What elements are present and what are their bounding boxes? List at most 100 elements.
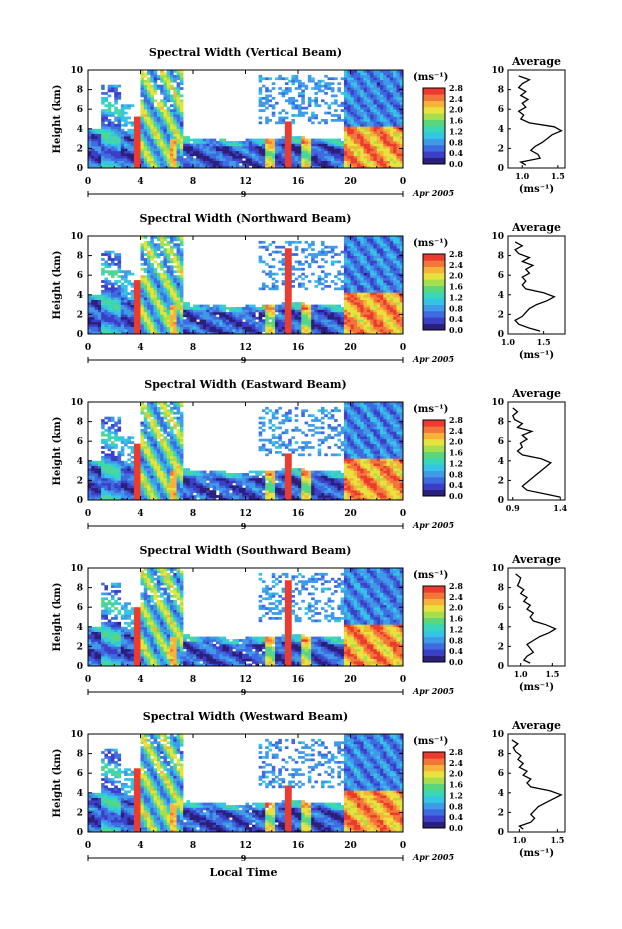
heatmap-cell: [383, 82, 387, 85]
heatmap-cell: [206, 314, 210, 318]
heatmap-cell: [366, 297, 371, 300]
heatmap-cell: [386, 160, 391, 164]
heatmap-cell: [170, 133, 174, 137]
heatmap-cell: [222, 329, 227, 332]
heatmap-cell: [120, 302, 125, 305]
heatmap-cell: [330, 82, 335, 85]
heatmap-cell: [163, 131, 168, 134]
heatmap-cell: [350, 72, 355, 76]
heatmap-cell: [88, 485, 92, 489]
heatmap-cell: [212, 326, 217, 330]
heatmap-cell: [143, 275, 148, 278]
heatmap-cell: [173, 94, 177, 98]
heatmap-cell: [101, 87, 105, 90]
heatmap-cell: [156, 114, 161, 117]
heatmap-cell: [114, 155, 118, 159]
heatmap-cell: [386, 158, 391, 161]
heatmap-cell: [219, 143, 223, 147]
heatmap-cell: [393, 258, 397, 261]
heatmap-cell: [304, 321, 309, 325]
heatmap-cell: [193, 165, 197, 169]
heatmap-cell: [166, 299, 171, 303]
heatmap-cell: [173, 99, 177, 103]
heatmap-cell: [179, 128, 184, 132]
heatmap-cell: [330, 145, 335, 149]
heatmap-cell: [298, 319, 302, 323]
heatmap-cell: [357, 309, 361, 313]
heatmap-cell: [255, 153, 259, 157]
heatmap-cell: [353, 258, 358, 261]
heatmap-cell: [179, 72, 184, 76]
heatmap-cell: [193, 316, 197, 320]
heatmap-cell: [173, 128, 177, 132]
heatmap-cell: [173, 289, 177, 293]
heatmap-cell: [107, 253, 112, 256]
heatmap-cell: [366, 299, 371, 303]
heatmap-cell: [363, 111, 368, 115]
heatmap-cell: [206, 319, 210, 323]
heatmap-cell: [163, 119, 168, 122]
heatmap-cell: [396, 309, 401, 313]
heatmap-cell: [173, 304, 177, 308]
colorbar-tick-label: 1.2: [449, 292, 463, 302]
heatmap-cell: [252, 311, 256, 315]
heatmap-cell: [166, 255, 171, 259]
heatmap-cell: [353, 248, 358, 251]
heatmap-cell: [179, 79, 184, 83]
heatmap-cell: [252, 326, 256, 330]
heatmap-cell: [396, 150, 401, 154]
heatmap-cell: [225, 155, 230, 159]
heatmap-cell: [360, 141, 364, 144]
heatmap-cell: [347, 77, 351, 81]
heatmap-cell: [104, 280, 108, 283]
heatmap-cell: [370, 238, 374, 242]
heatmap-cell: [383, 245, 387, 249]
heatmap-cell: [380, 299, 384, 303]
heatmap-cell: [199, 148, 204, 152]
heatmap-cell: [124, 319, 128, 323]
heatmap-cell: [160, 145, 164, 149]
heatmap-cell: [380, 292, 384, 296]
heatmap-cell: [343, 267, 348, 271]
profile-x-tick-label: 1.5: [551, 171, 565, 181]
x-tick-label: 0: [85, 177, 91, 187]
heatmap-cell: [160, 238, 164, 242]
heatmap-cell: [275, 324, 279, 327]
heatmap-cell: [324, 280, 328, 283]
heatmap-cell: [314, 329, 318, 332]
heatmap-cell: [193, 331, 197, 335]
heatmap-cell: [114, 297, 118, 300]
heatmap-cell: [219, 150, 223, 154]
heatmap-cell: [150, 77, 154, 81]
heatmap-cell: [252, 321, 256, 325]
heatmap-cell: [153, 145, 158, 149]
heatmap-cell: [170, 74, 174, 78]
heatmap-cell: [396, 240, 401, 244]
heatmap-cell: [317, 311, 322, 315]
heatmap-cell: [219, 307, 223, 310]
heatmap-cell: [271, 285, 276, 288]
heatmap-cell: [261, 309, 266, 313]
heatmap-cell: [363, 92, 368, 95]
heatmap-cell: [301, 250, 305, 254]
heatmap-cell: [363, 297, 368, 300]
heatmap-cell: [284, 155, 289, 159]
heatmap-cell: [88, 480, 92, 484]
heatmap-cell: [176, 96, 181, 100]
heatmap-cell: [173, 148, 177, 152]
heatmap-cell: [209, 316, 213, 320]
heatmap-cell: [261, 324, 266, 327]
heatmap-cell: [370, 302, 374, 305]
heatmap-cell: [156, 111, 161, 115]
heatmap-cell: [97, 477, 102, 481]
heatmap-cell: [179, 287, 184, 291]
heatmap-cell: [370, 329, 374, 332]
heatmap-cell: [196, 311, 200, 315]
heatmap-cell: [133, 128, 138, 132]
heatmap-cell: [353, 236, 358, 239]
heatmap-cell: [97, 470, 102, 474]
heatmap-cell: [225, 165, 230, 169]
heatmap-cell: [255, 155, 259, 159]
heatmap-cell: [281, 302, 286, 305]
heatmap-cell: [363, 282, 368, 286]
